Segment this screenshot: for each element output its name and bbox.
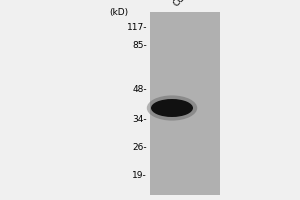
Text: COS7: COS7 xyxy=(172,0,196,8)
Ellipse shape xyxy=(147,95,197,121)
Text: 117-: 117- xyxy=(127,23,147,32)
Text: 34-: 34- xyxy=(132,116,147,124)
Text: 48-: 48- xyxy=(132,86,147,95)
Text: (kD): (kD) xyxy=(109,8,128,17)
Ellipse shape xyxy=(151,99,193,117)
Text: 19-: 19- xyxy=(132,170,147,180)
Text: 85-: 85- xyxy=(132,40,147,49)
Bar xyxy=(150,12,220,195)
Text: 26-: 26- xyxy=(132,144,147,152)
